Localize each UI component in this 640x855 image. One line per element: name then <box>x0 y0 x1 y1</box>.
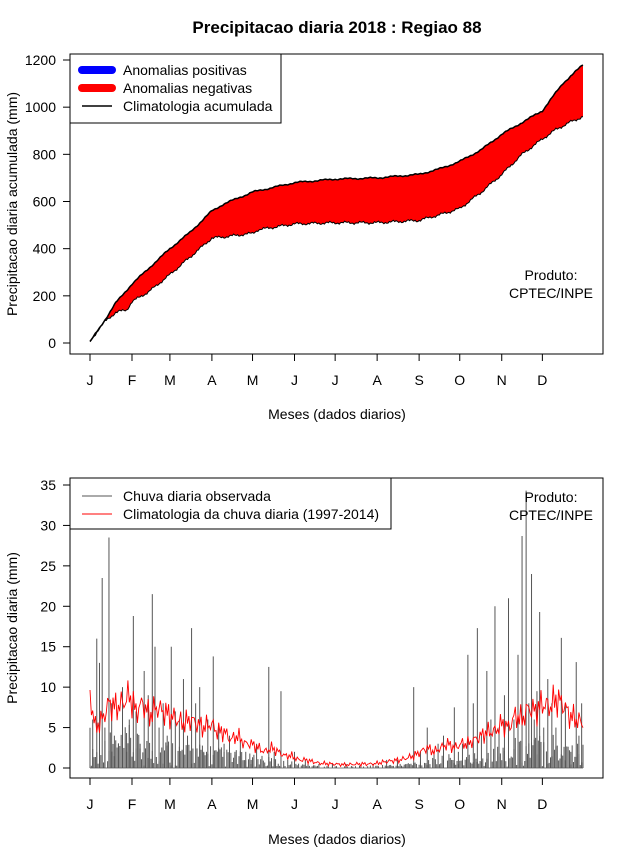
daily-x-tick-label-1: J <box>87 796 94 812</box>
accumulated-y-tick-label: 200 <box>33 288 57 304</box>
accumulated-x-tick-label-9: S <box>414 372 423 388</box>
accumulated-y-axis: 0 200 400 600 800 1000 1200 <box>25 52 71 351</box>
daily-x-tick-label-4: A <box>207 796 217 812</box>
daily-y-tick-label: 0 <box>48 760 56 776</box>
climatology-daily-line <box>89 680 584 768</box>
daily-x-tick-label-7: J <box>332 796 339 812</box>
accumulated-x-tick-label-1: J <box>87 372 94 388</box>
daily-annotation-line2: CPTEC/INPE <box>509 507 593 523</box>
accumulated-y-tick-label: 1000 <box>25 99 56 115</box>
accumulated-plot-area <box>89 64 584 343</box>
accumulated-annotation-line1: Produto: <box>525 267 578 283</box>
daily-x-tick-label-2: F <box>128 796 137 812</box>
accumulated-x-label: Meses (dados diarios) <box>268 406 406 422</box>
daily-x-tick-label-10: O <box>454 796 465 812</box>
accumulated-x-tick-label-10: O <box>454 372 465 388</box>
daily-x-tick-label-11: N <box>497 796 507 812</box>
accumulated-x-tick-label-5: M <box>247 372 259 388</box>
daily-legend-box <box>69 477 392 530</box>
daily-legend: Chuva diaria observada Climatologia da c… <box>69 477 392 530</box>
accumulated-x-tick-label-2: F <box>128 372 137 388</box>
accumulated-x-tick-label-12: D <box>537 372 547 388</box>
accumulated-x-tick-label-11: N <box>497 372 507 388</box>
legend-climatology-daily-label: Climatologia da chuva diaria (1997-2014) <box>123 506 379 522</box>
legend-negative-label: Anomalias negativas <box>123 80 252 96</box>
accumulated-y-tick-label: 1200 <box>25 52 56 68</box>
accumulated-x-tick-label-3: M <box>164 372 176 388</box>
daily-plot-area <box>89 490 584 769</box>
daily-y-tick-label: 30 <box>40 517 56 533</box>
accumulated-y-label: Precipitacao diaria acumulada (mm) <box>4 92 20 316</box>
daily-y-tick-label: 20 <box>40 598 56 614</box>
accumulated-y-tick-label: 600 <box>33 194 57 210</box>
legend-positive-label: Anomalias positivas <box>123 62 247 78</box>
accumulated-x-tick-label-4: A <box>207 372 217 388</box>
daily-x-label: Meses (dados diarios) <box>268 831 406 847</box>
climatology-accumulated-line <box>89 64 584 342</box>
figure-title: Precipitacao diaria 2018 : Regiao 88 <box>192 18 481 37</box>
legend-climatology-label: Climatologia acumulada <box>123 98 273 114</box>
daily-annotation-line1: Produto: <box>525 489 578 505</box>
observed-accumulated-line <box>89 116 583 343</box>
daily-x-tick-label-12: D <box>537 796 547 812</box>
accumulated-x-tick-label-8: A <box>372 372 382 388</box>
accumulated-y-tick-label: 400 <box>33 241 57 257</box>
accumulated-legend: Anomalias positivas Anomalias negativas … <box>69 53 282 124</box>
daily-x-tick-label-8: A <box>372 796 382 812</box>
daily-y-tick-label: 10 <box>40 679 56 695</box>
accumulated-x-tick-label-7: J <box>332 372 339 388</box>
accumulated-y-tick-label: 0 <box>48 335 56 351</box>
daily-x-tick-label-5: M <box>247 796 259 812</box>
legend-observed-label: Chuva diaria observada <box>123 488 271 504</box>
accumulated-annotation-line2: CPTEC/INPE <box>509 285 593 301</box>
accumulated-precipitation-panel: 0 200 400 600 800 1000 1200 J F M A M J J A S O N D Meses… <box>4 52 604 422</box>
accumulated-x-tick-label-6: J <box>291 372 298 388</box>
daily-x-tick-label-3: M <box>164 796 176 812</box>
negative-anomaly-area <box>90 65 583 342</box>
daily-precipitation-panel: 0 5 10 15 20 25 30 35 J F M A M J J A S O N D Meses (dados… <box>4 477 604 847</box>
daily-y-label: Precipitacao diaria (mm) <box>4 552 20 704</box>
daily-y-tick-label: 35 <box>40 477 56 493</box>
daily-y-tick-label: 15 <box>40 639 56 655</box>
daily-x-tick-label-9: S <box>414 796 423 812</box>
daily-x-tick-label-6: J <box>291 796 298 812</box>
daily-y-axis: 0 5 10 15 20 25 30 35 <box>40 477 71 776</box>
daily-y-tick-label: 5 <box>48 720 56 736</box>
accumulated-y-tick-label: 800 <box>33 146 57 162</box>
daily-y-tick-label: 25 <box>40 558 56 574</box>
